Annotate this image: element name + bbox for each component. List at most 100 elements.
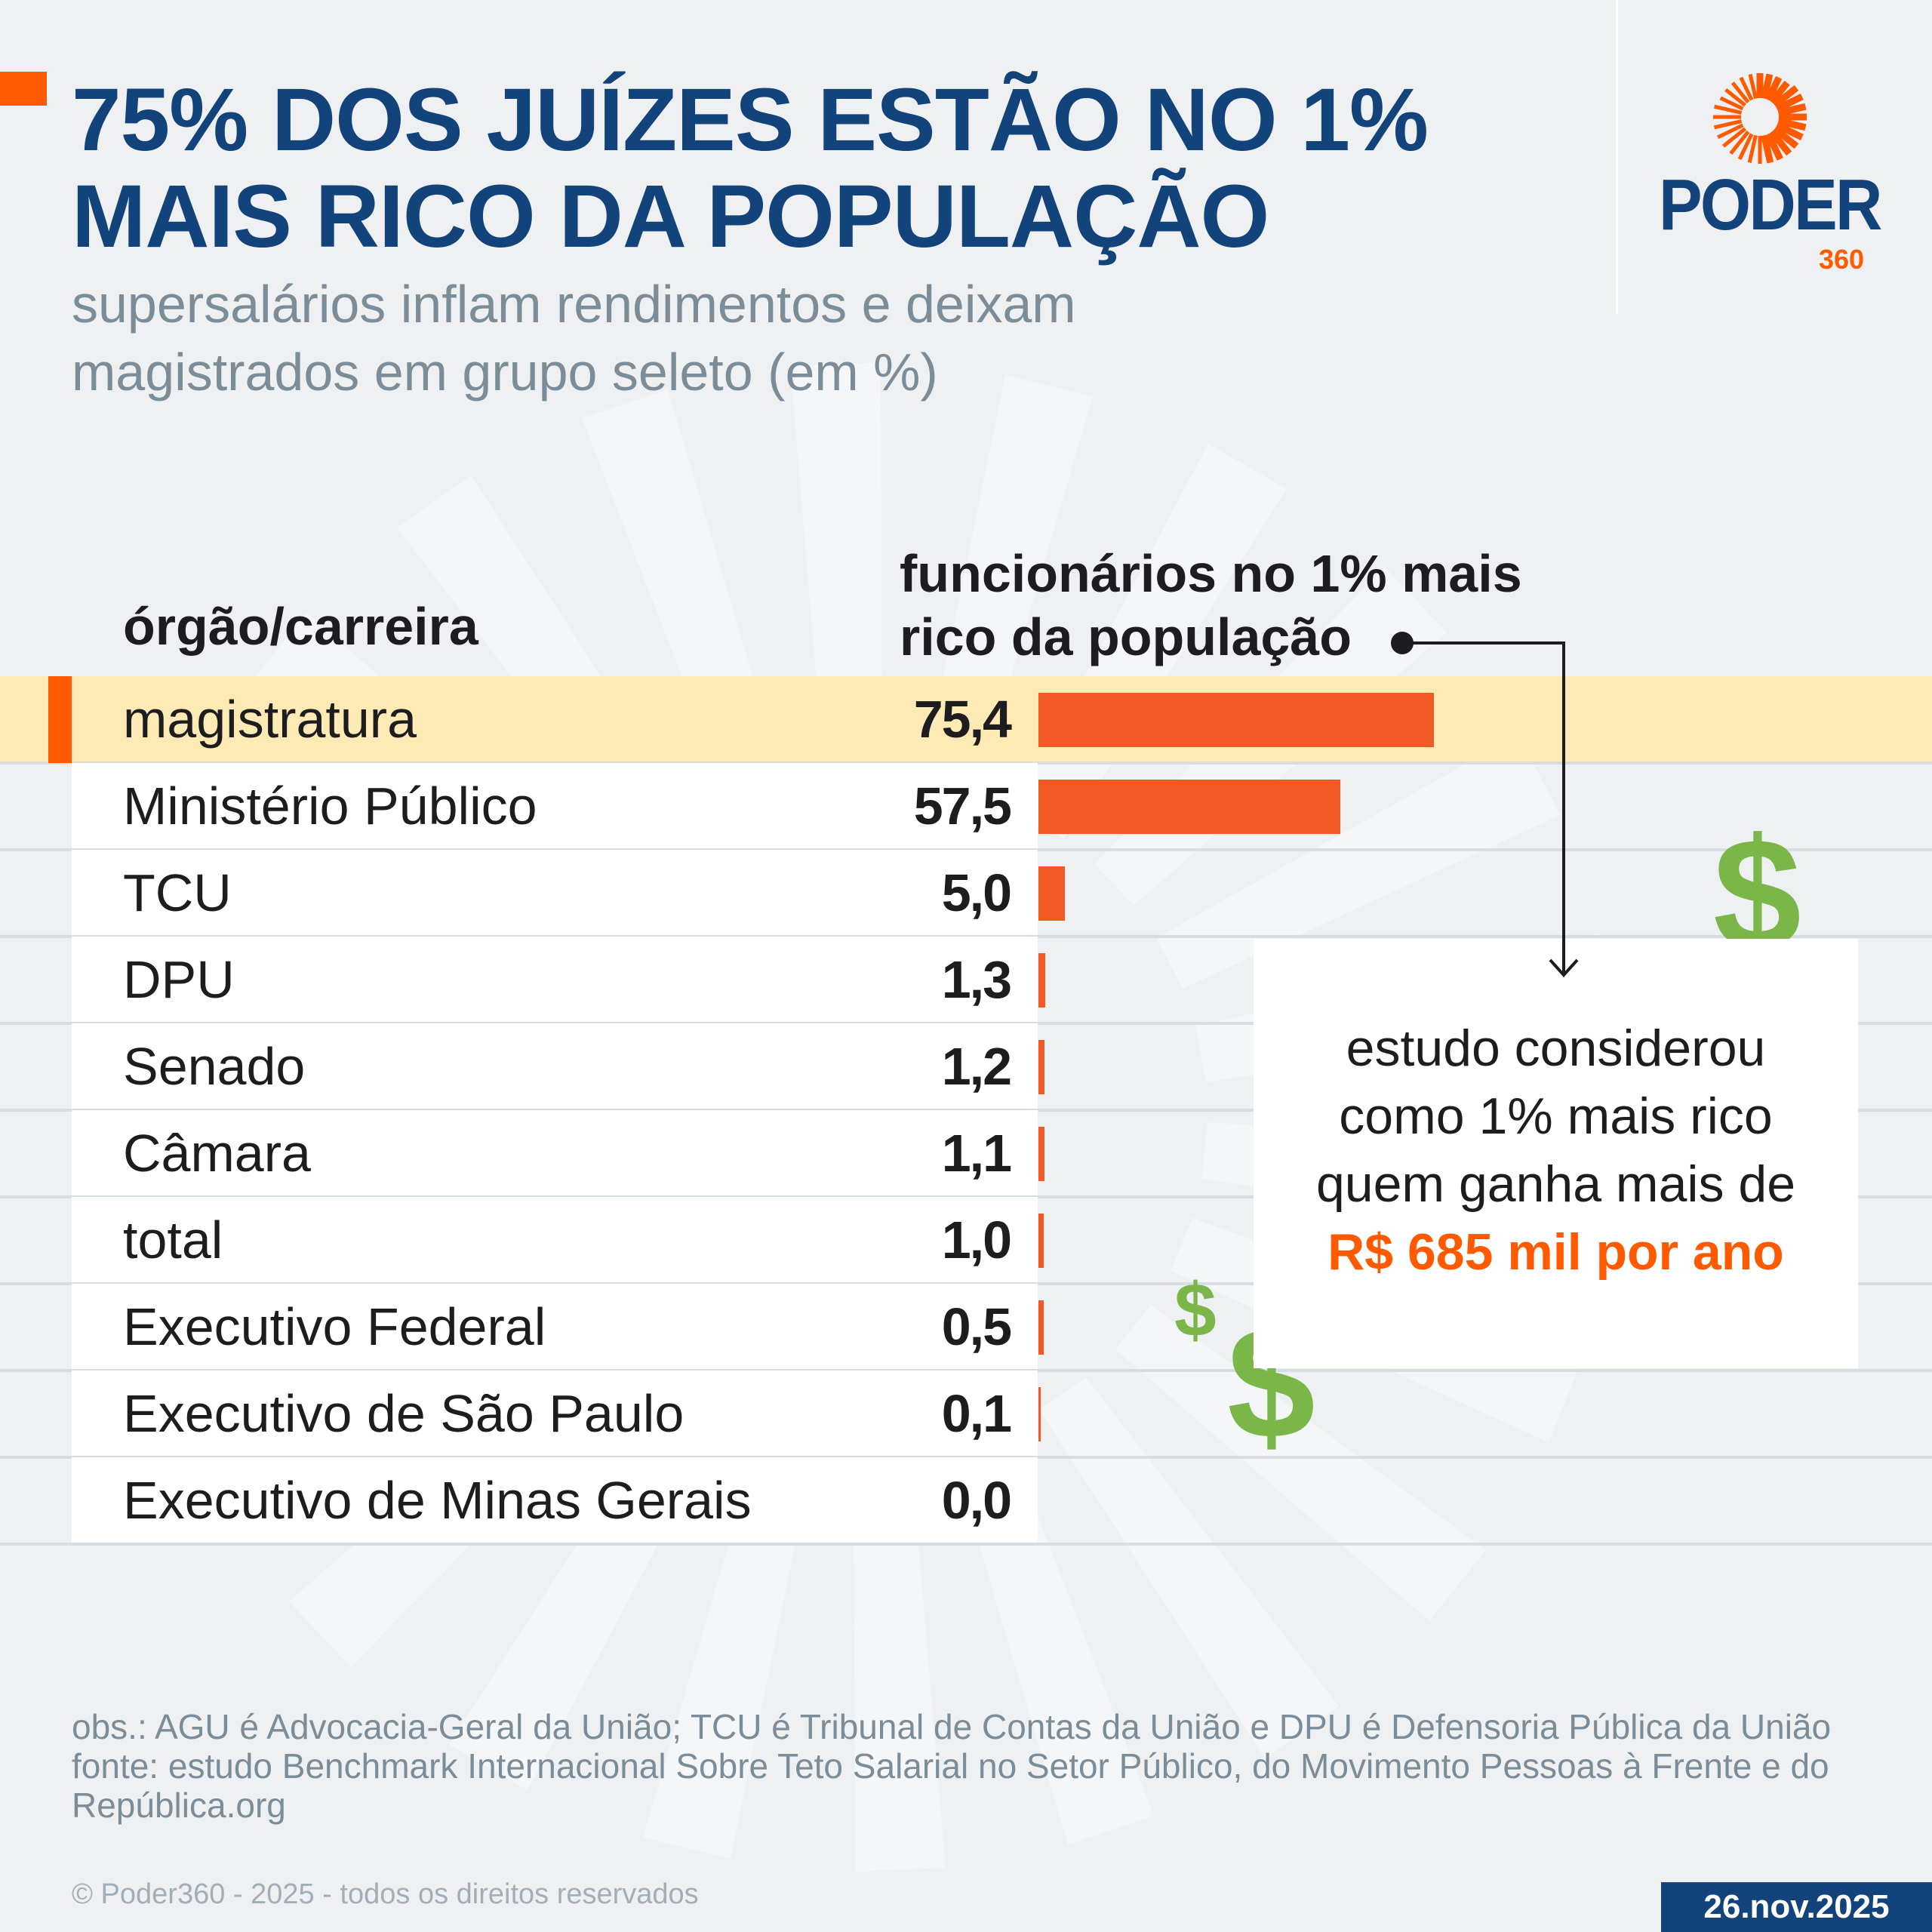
row-panel xyxy=(72,1371,1038,1457)
subtitle: supersalários inflam rendimentos e deixa… xyxy=(72,270,1076,406)
page-title: 75% DOS JUÍZES ESTÃO NO 1% MAIS RICO DA … xyxy=(72,70,1429,266)
logo-ray xyxy=(1748,73,1758,100)
logo-ray xyxy=(1761,73,1774,100)
table-row: magistratura 75,4 xyxy=(0,676,1932,764)
logo-ray xyxy=(1764,132,1783,161)
logo-ray xyxy=(1769,129,1792,156)
background-ray xyxy=(1115,1305,1486,1621)
bar xyxy=(1038,780,1340,834)
footnote-source: fonte: estudo Benchmark Internacional So… xyxy=(72,1746,1829,1825)
sun-rays-logo-icon xyxy=(1713,73,1807,164)
row-panel xyxy=(72,1023,1038,1110)
logo-ray xyxy=(1737,133,1754,160)
logo-ray xyxy=(1764,75,1783,102)
column-header-line-2: rico da população xyxy=(900,608,1352,666)
row-panel xyxy=(72,937,1038,1023)
logo-ray xyxy=(1729,130,1750,155)
table-row: Executivo de São Paulo 0,1 xyxy=(0,1371,1932,1459)
background-ray xyxy=(854,1454,946,1872)
row-label: DPU xyxy=(123,950,235,1009)
bar xyxy=(1038,953,1046,1008)
table-row: Câmara 1,1 xyxy=(0,1110,1932,1198)
row-label: Executivo de Minas Gerais xyxy=(123,1471,752,1530)
callout-box: estudo considerou como 1% mais rico quem… xyxy=(1254,939,1858,1368)
logo-ray xyxy=(1713,119,1743,130)
row-value: 75,4 xyxy=(913,690,1012,749)
logo-ray xyxy=(1775,122,1804,140)
row-value: 1,1 xyxy=(941,1124,1012,1183)
logo-ray xyxy=(1775,94,1804,112)
row-label: Executivo de São Paulo xyxy=(123,1384,685,1443)
logo-ray xyxy=(1730,82,1750,104)
row-value: 0,1 xyxy=(941,1384,1012,1443)
table-row: Executivo de Minas Gerais 0,0 xyxy=(0,1457,1932,1546)
row-label: Senado xyxy=(123,1037,306,1096)
table-row: Executivo Federal 0,5 xyxy=(0,1284,1932,1372)
row-label: Executivo Federal xyxy=(123,1297,546,1356)
logo-ray xyxy=(1777,118,1807,131)
row-divider xyxy=(0,1543,1932,1546)
row-value: 1,0 xyxy=(941,1211,1012,1269)
logo-wordmark: PODER xyxy=(1659,165,1882,245)
row-value: 57,5 xyxy=(913,777,1012,835)
logo-ray xyxy=(1719,96,1744,111)
column-header-share: funcionários no 1% mais rico da populaçã… xyxy=(900,542,1522,669)
dollar-sign-icon: $ xyxy=(1174,1268,1217,1352)
row-value: 0,5 xyxy=(941,1297,1012,1356)
bar xyxy=(1038,1127,1044,1181)
footnotes: obs.: AGU é Advocacia-Geral da União; TC… xyxy=(72,1707,1883,1825)
row-value: 1,3 xyxy=(941,950,1012,1009)
bar xyxy=(1038,1040,1045,1094)
row-label: magistratura xyxy=(123,690,417,749)
logo-ray xyxy=(1747,134,1758,164)
logo-ray xyxy=(1721,127,1747,148)
row-panel xyxy=(72,1110,1038,1197)
row-label: Ministério Público xyxy=(123,777,537,835)
highlight-marker xyxy=(48,676,72,763)
table-row: TCU 5,0 xyxy=(0,850,1932,938)
logo-ray xyxy=(1739,76,1754,101)
row-value: 1,2 xyxy=(941,1037,1012,1096)
header-divider xyxy=(1616,0,1618,314)
row-panel xyxy=(72,1457,1038,1544)
bar xyxy=(1038,1387,1041,1441)
row-panel xyxy=(72,850,1038,937)
background-ray xyxy=(1039,1377,1339,1758)
logo-ray xyxy=(1772,85,1799,108)
row-panel xyxy=(72,1197,1038,1284)
logo-ray xyxy=(1777,103,1807,116)
date-badge: 26.nov.2025 xyxy=(1661,1882,1932,1932)
bar xyxy=(1038,693,1434,747)
background-ray xyxy=(790,362,882,780)
logo-ray xyxy=(1713,104,1743,115)
callout-line-1: estudo considerou xyxy=(1346,1020,1766,1077)
copyright: © Poder360 - 2025 - todos os direitos re… xyxy=(72,1878,699,1910)
title-line-2: MAIS RICO DA POPULAÇÃO xyxy=(72,167,1269,266)
row-value: 5,0 xyxy=(941,863,1012,922)
row-panel xyxy=(72,763,1038,850)
logo-ray xyxy=(1772,126,1799,149)
subtitle-line-1: supersalários inflam rendimentos e deixa… xyxy=(72,275,1076,334)
row-panel xyxy=(72,1284,1038,1371)
row-label: TCU xyxy=(123,863,232,922)
logo-ray xyxy=(1761,134,1774,164)
callout-highlight: R$ 685 mil por ano xyxy=(1327,1223,1784,1281)
logo-360: 360 xyxy=(1819,244,1865,275)
logo-ray xyxy=(1717,123,1744,140)
footnote-obs: obs.: AGU é Advocacia-Geral da União; TC… xyxy=(72,1707,1832,1746)
column-header-organ: órgão/carreira xyxy=(123,597,478,656)
table-row: Ministério Público 57,5 xyxy=(0,763,1932,851)
logo-ray xyxy=(1769,80,1790,105)
bar xyxy=(1038,1300,1044,1355)
row-label: total xyxy=(123,1211,223,1269)
row-label: Câmara xyxy=(123,1124,311,1183)
column-header-line-1: funcionários no 1% mais xyxy=(900,544,1522,603)
callout-line-2: como 1% mais rico xyxy=(1339,1088,1773,1145)
logo-ray xyxy=(1724,88,1747,107)
callout-line-3: quem ganha mais de xyxy=(1315,1155,1796,1213)
bar xyxy=(1038,1214,1044,1268)
title-accent-mark xyxy=(0,72,47,106)
title-line-1: 75% DOS JUÍZES ESTÃO NO 1% xyxy=(72,70,1429,170)
subtitle-line-2: magistrados em grupo seleto (em %) xyxy=(72,343,938,401)
row-value: 0,0 xyxy=(941,1471,1012,1530)
